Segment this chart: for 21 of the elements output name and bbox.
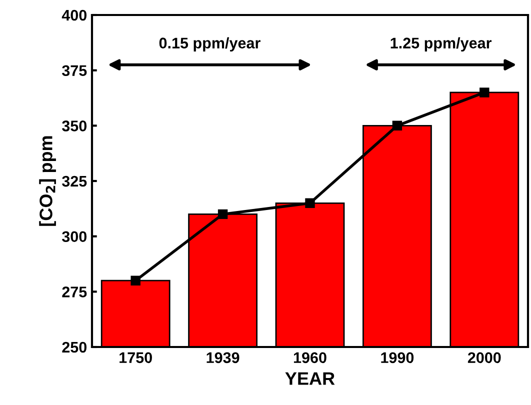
annotation: 1.25 ppm/year bbox=[390, 37, 492, 52]
y-tick-label: 375 bbox=[62, 65, 87, 76]
point bbox=[130, 276, 140, 286]
y-tick-label: 350 bbox=[62, 120, 87, 132]
x-tick-label: 2000 bbox=[468, 352, 501, 364]
x-tick-label: 1750 bbox=[120, 352, 152, 364]
y-tick-label: 325 bbox=[62, 176, 87, 187]
point bbox=[392, 120, 402, 131]
x-tick-label: 1960 bbox=[294, 352, 326, 364]
y-tick-label: 250 bbox=[62, 342, 87, 353]
y-tick-label: 400 bbox=[62, 10, 87, 21]
point bbox=[305, 198, 315, 208]
x-axis-title: YEAR bbox=[285, 372, 335, 385]
y-tick-label: 275 bbox=[62, 286, 87, 298]
y-axis-title: [CO$_{2}$] ppm bbox=[39, 136, 56, 226]
x-tick-label: 1990 bbox=[381, 352, 414, 364]
point bbox=[218, 209, 228, 220]
annotation: 0.15 ppm/year bbox=[159, 37, 260, 52]
point bbox=[480, 88, 490, 98]
x-tick-label: 1939 bbox=[206, 352, 240, 364]
y-tick-label: 300 bbox=[62, 231, 87, 242]
